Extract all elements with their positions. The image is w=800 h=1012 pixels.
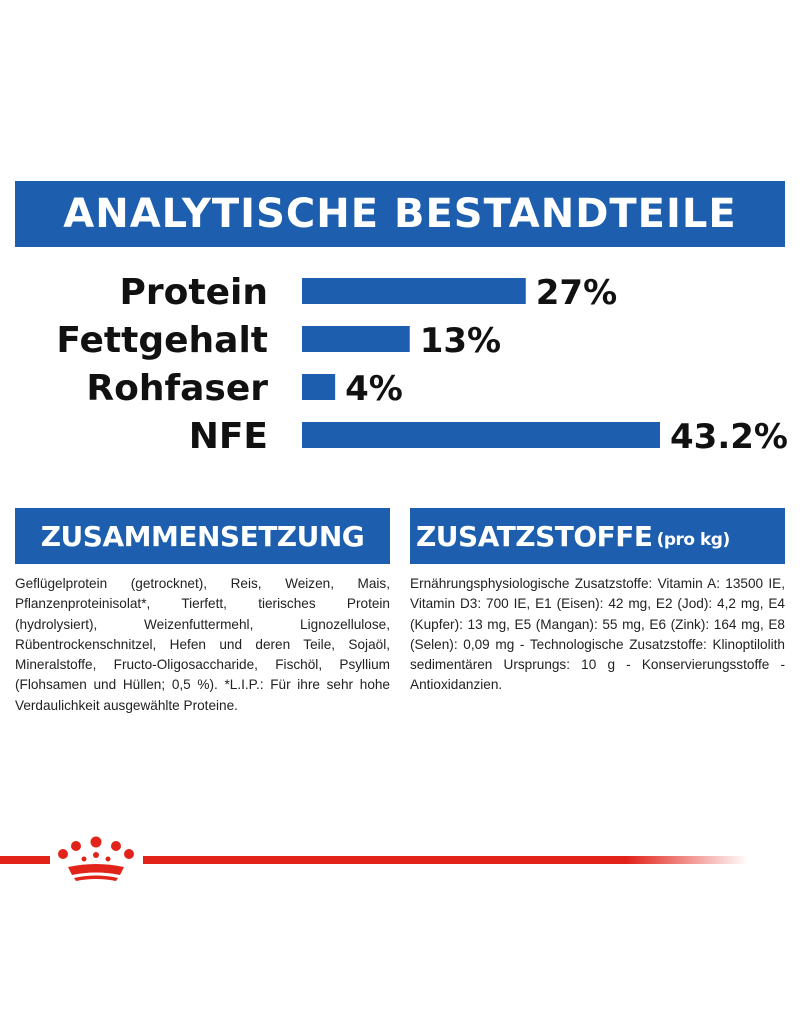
bar-protein — [302, 278, 526, 304]
section-banner: ANALYTISCHE BESTANDTEILE — [15, 181, 785, 247]
footer-svg — [0, 836, 748, 881]
value-label: 43.2% — [670, 417, 788, 457]
composition-heading-box: ZUSAMMENSETZUNG — [15, 508, 390, 564]
composition-text: Geflügelprotein (getrocknet), Reis, Weiz… — [15, 576, 390, 713]
crown-icon — [58, 836, 134, 881]
nutrient-bar-chart: Protein 27% Fettgehalt 13% Rohfaser 4% NFE 43.2… — [0, 260, 800, 470]
footer-line-right — [143, 856, 748, 864]
additives-text: Ernährungsphysiologische Zusatzstoffe: V… — [410, 576, 785, 693]
additives-heading-box: ZUSATZSTOFFE (pro kg) — [410, 508, 785, 564]
category-label: NFE — [189, 416, 268, 457]
banner-title: ANALYTISCHE BESTANDTEILE — [63, 191, 737, 237]
additives-heading: ZUSATZSTOFFE — [416, 519, 653, 553]
bar-nfe — [302, 422, 660, 448]
brand-footer — [0, 835, 800, 885]
chart-svg: Protein 27% Fettgehalt 13% Rohfaser 4% NFE 43.2… — [56, 272, 788, 457]
bar-fettgehalt — [302, 326, 410, 352]
value-label: 13% — [420, 321, 501, 361]
composition-heading: ZUSAMMENSETZUNG — [40, 519, 365, 553]
value-label: 27% — [536, 273, 617, 313]
footer-line-left — [0, 856, 50, 864]
category-label: Protein — [120, 272, 268, 313]
category-label: Rohfaser — [86, 368, 268, 409]
value-label: 4% — [345, 369, 403, 409]
bar-rohfaser — [302, 374, 336, 400]
category-label: Fettgehalt — [56, 320, 268, 361]
additives-heading-unit: (pro kg) — [656, 530, 731, 550]
